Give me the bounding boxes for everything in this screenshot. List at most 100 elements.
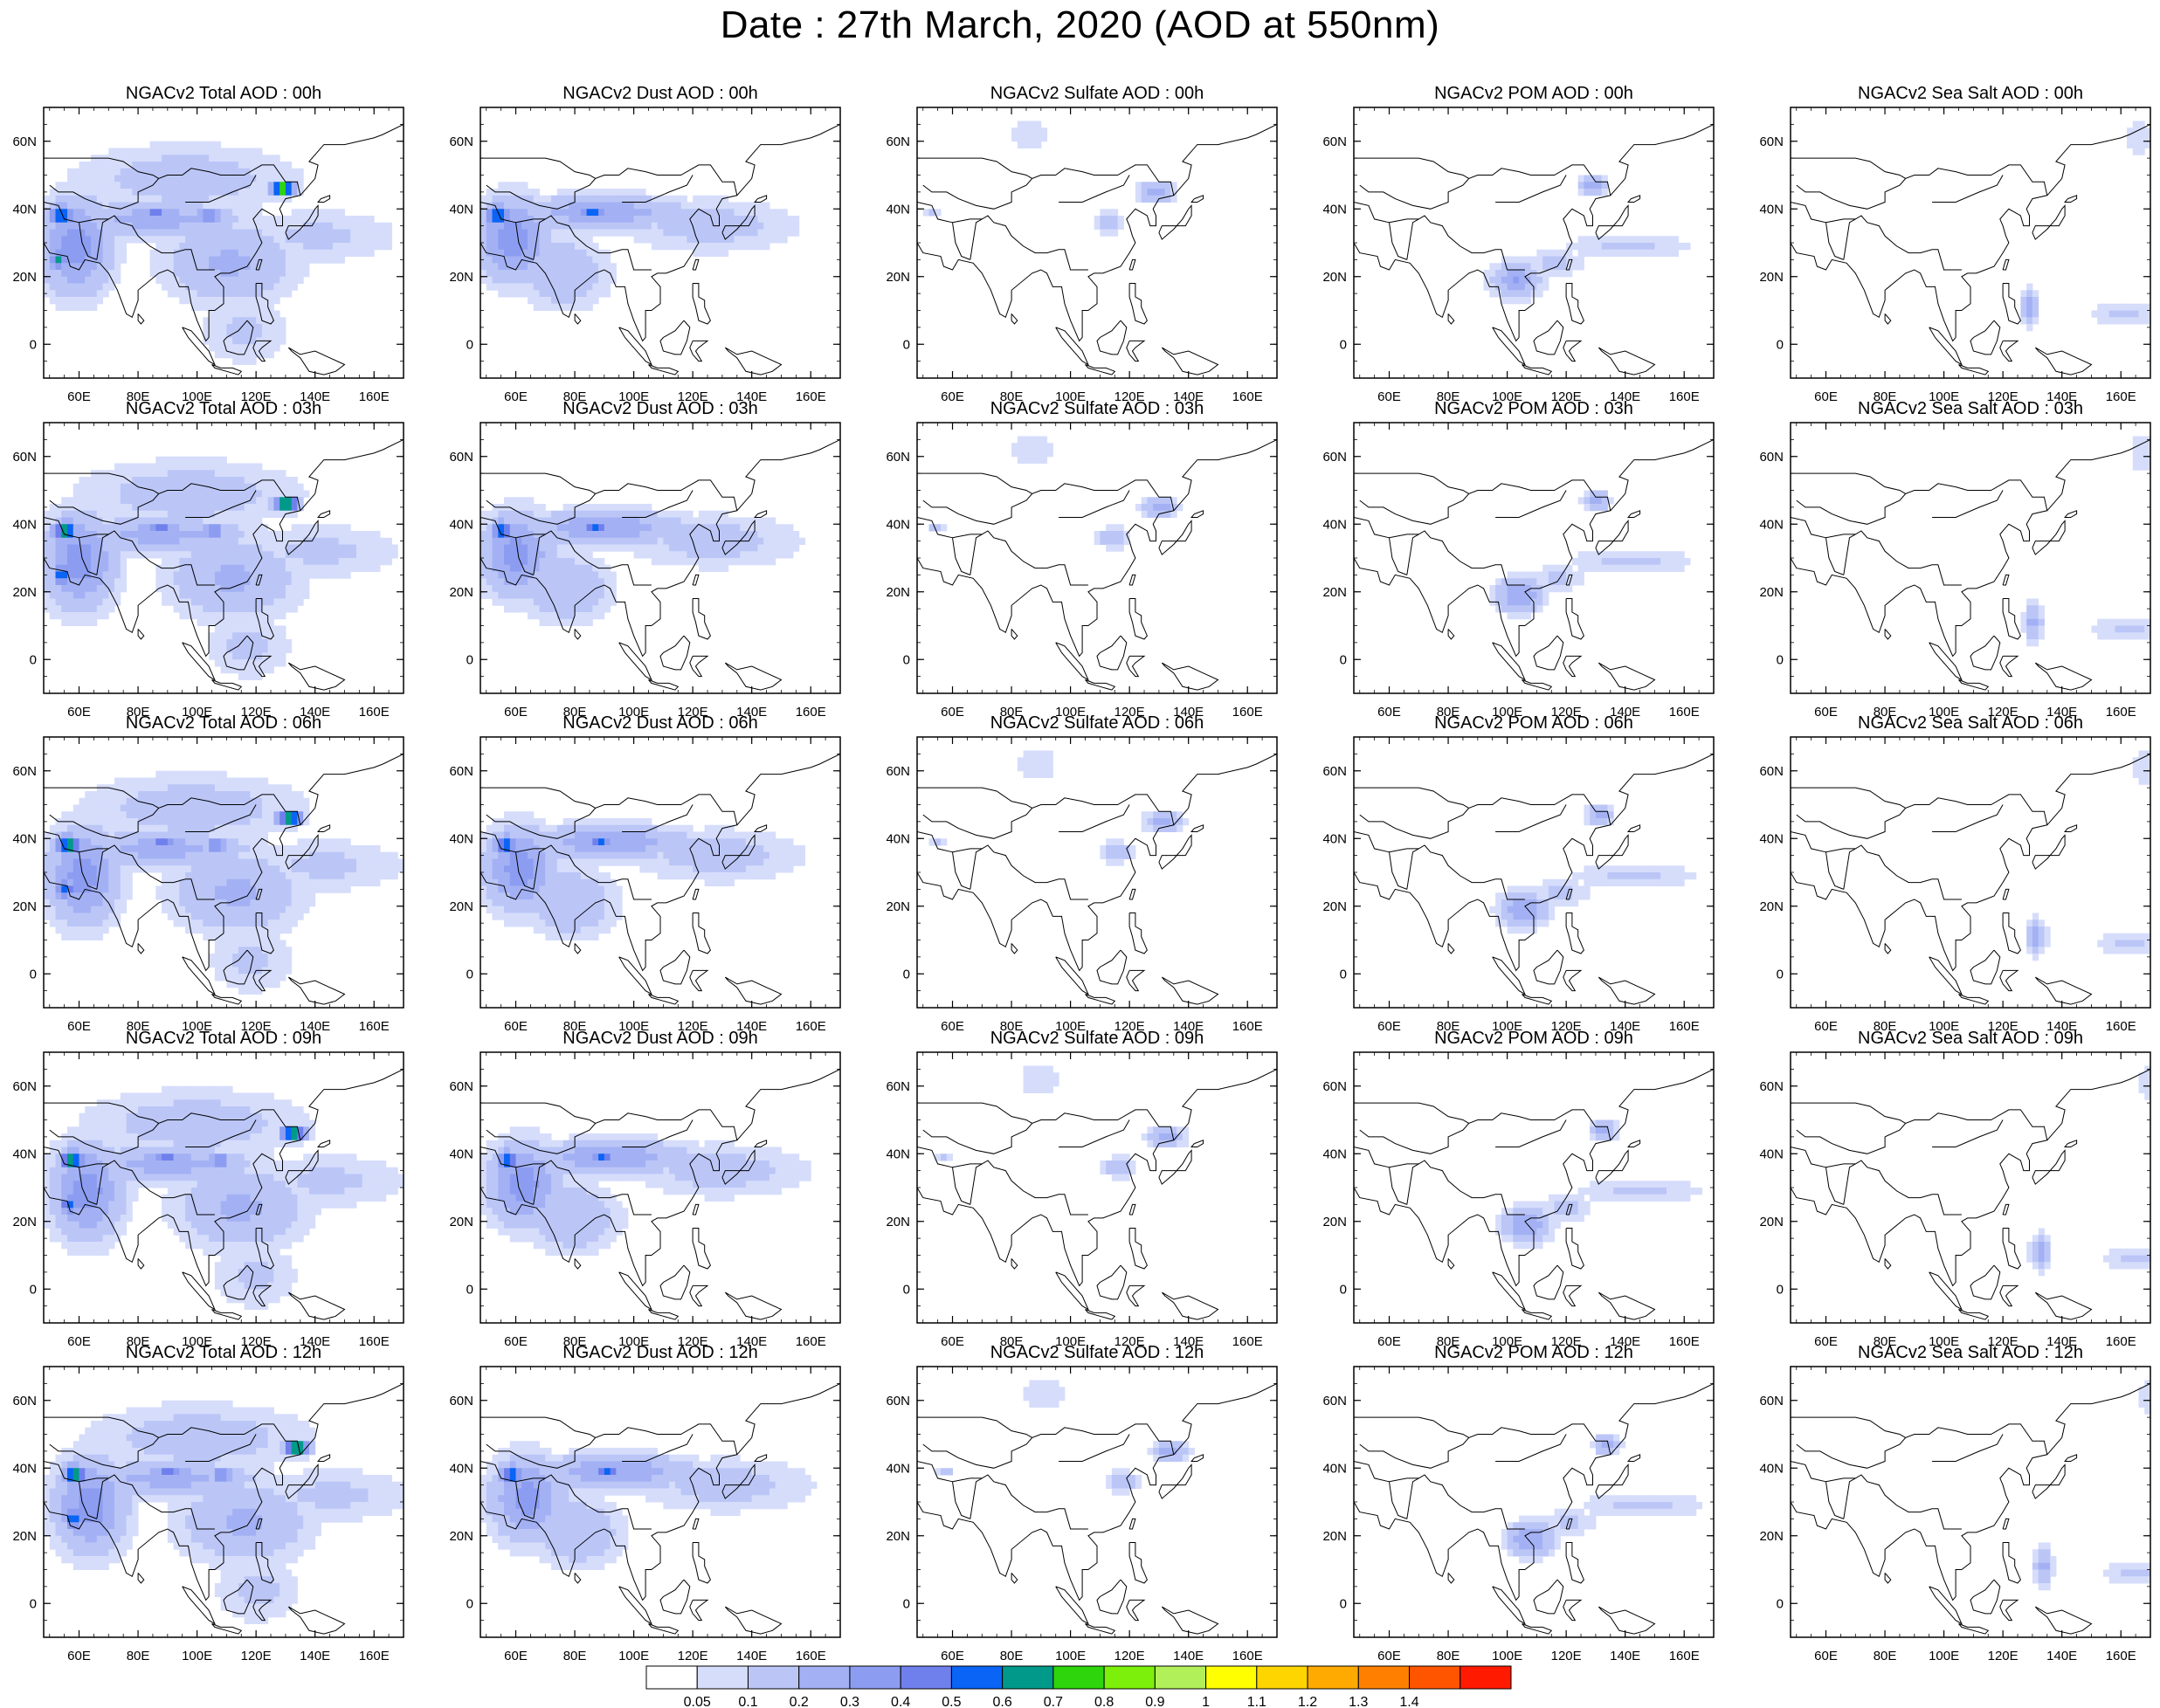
aod-cell bbox=[355, 531, 363, 539]
aod-cell bbox=[551, 303, 558, 311]
aod-cell bbox=[562, 591, 569, 599]
aod-cell bbox=[598, 189, 605, 196]
aod-cell bbox=[173, 544, 180, 552]
aod-cell bbox=[321, 256, 328, 264]
aod-cell bbox=[627, 510, 635, 518]
aod-cell bbox=[674, 517, 682, 525]
aod-cell bbox=[592, 564, 599, 572]
aod-cell bbox=[185, 504, 192, 512]
aod-cell bbox=[250, 625, 257, 633]
aod-cell bbox=[138, 175, 145, 183]
aod-cell bbox=[256, 236, 263, 244]
aod-cell bbox=[763, 216, 770, 224]
aod-cell bbox=[108, 477, 115, 485]
aod-cell bbox=[539, 249, 546, 257]
aod-cell bbox=[279, 585, 286, 593]
aod-cell bbox=[179, 276, 186, 284]
aod-cell bbox=[220, 209, 227, 217]
aod-cell bbox=[209, 189, 216, 196]
aod-cell bbox=[616, 544, 623, 552]
aod-cell bbox=[2132, 121, 2139, 128]
aod-cell bbox=[167, 598, 175, 606]
aod-cell bbox=[610, 578, 617, 586]
lat-tick-label: 60N bbox=[12, 450, 37, 465]
aod-cell bbox=[556, 558, 564, 566]
aod-cell bbox=[1519, 256, 1526, 264]
aod-cell bbox=[303, 263, 310, 271]
aod-cell bbox=[79, 531, 86, 539]
aod-cell bbox=[85, 483, 92, 491]
aod-cell bbox=[314, 222, 321, 230]
aod-cell bbox=[155, 537, 162, 545]
aod-cell bbox=[515, 236, 522, 244]
aod-cell bbox=[267, 504, 274, 512]
lat-tick-label: 40N bbox=[886, 202, 910, 217]
aod-cell bbox=[273, 571, 280, 579]
aod-cell bbox=[214, 598, 222, 606]
aod-cell bbox=[226, 283, 233, 291]
aod-cell bbox=[716, 517, 723, 525]
aod-cell bbox=[190, 270, 198, 278]
aod-cell bbox=[509, 585, 517, 593]
aod-cell bbox=[498, 598, 505, 606]
aod-cell bbox=[250, 652, 257, 660]
aod-cell bbox=[539, 283, 546, 291]
aod-cell bbox=[149, 256, 156, 264]
aod-cell bbox=[96, 290, 104, 298]
aod-cell bbox=[575, 618, 582, 626]
coastline bbox=[1565, 283, 1584, 325]
aod-cell bbox=[616, 517, 623, 525]
aod-cell bbox=[693, 249, 700, 257]
aod-cell bbox=[102, 229, 109, 237]
aod-cell bbox=[586, 202, 593, 210]
aod-cell bbox=[143, 202, 151, 210]
aod-cell bbox=[179, 209, 186, 217]
aod-cell bbox=[132, 162, 139, 169]
aod-cell bbox=[693, 531, 700, 539]
aod-cell bbox=[575, 585, 582, 593]
aod-cell bbox=[1100, 209, 1107, 217]
aod-cell bbox=[155, 544, 162, 552]
aod-cell bbox=[2032, 290, 2039, 298]
coastline bbox=[252, 340, 273, 362]
aod-cell bbox=[598, 531, 605, 539]
aod-cell bbox=[132, 497, 139, 505]
aod-cell bbox=[285, 504, 293, 512]
aod-cell bbox=[120, 162, 128, 169]
aod-cell bbox=[498, 524, 505, 532]
aod-cell bbox=[67, 510, 74, 518]
aod-cell bbox=[504, 598, 511, 606]
aod-cell bbox=[674, 524, 682, 532]
aod-cell bbox=[79, 195, 86, 203]
aod-cell bbox=[273, 639, 280, 647]
aod-cell bbox=[162, 168, 169, 176]
aod-cell bbox=[190, 558, 198, 566]
coastline bbox=[1929, 327, 1963, 366]
aod-cell bbox=[533, 558, 541, 566]
aod-cell bbox=[232, 605, 239, 613]
aod-cell bbox=[232, 256, 239, 264]
aod-cell bbox=[528, 189, 535, 196]
aod-cell bbox=[604, 202, 611, 210]
aod-cell bbox=[61, 517, 68, 525]
aod-cell bbox=[1613, 236, 1620, 244]
aod-cell bbox=[556, 249, 564, 257]
aod-cell bbox=[102, 283, 109, 291]
aod-cell bbox=[1495, 585, 1502, 593]
aod-cell bbox=[303, 490, 310, 498]
aod-cell bbox=[143, 470, 151, 478]
aod-cell bbox=[2108, 317, 2115, 325]
lon-tick-label: 140E bbox=[300, 705, 330, 720]
aod-cell bbox=[162, 571, 169, 579]
aod-cell bbox=[291, 531, 298, 539]
aod-cell bbox=[1035, 450, 1042, 458]
aod-cell bbox=[604, 531, 611, 539]
aod-cell bbox=[155, 470, 162, 478]
aod-cell bbox=[273, 317, 280, 325]
aod-cell bbox=[1017, 127, 1025, 135]
aod-cell bbox=[1106, 524, 1113, 532]
aod-cell bbox=[291, 249, 298, 257]
aod-cell bbox=[586, 524, 593, 532]
aod-cell bbox=[2115, 310, 2122, 318]
aod-cell bbox=[162, 497, 169, 505]
